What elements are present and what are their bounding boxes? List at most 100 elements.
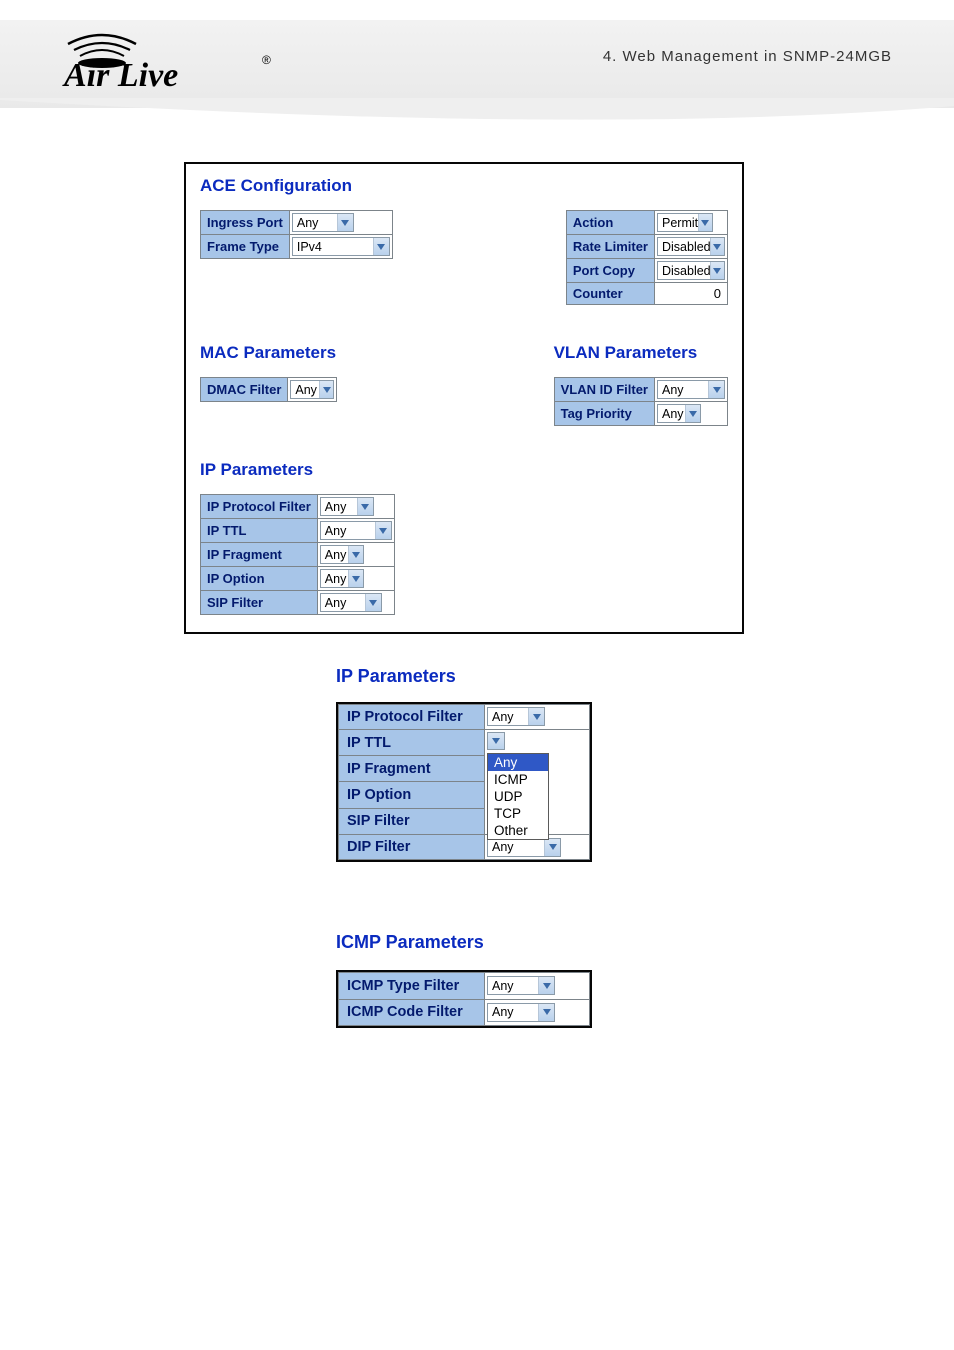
page-header-label: 4. Web Management in SNMP-24MGB	[603, 48, 892, 65]
vlan-params-table: VLAN ID Filter Any Tag Priority Any	[554, 377, 728, 426]
ip-option-value: Any	[321, 572, 348, 586]
rate-limiter-label: Rate Limiter	[566, 235, 654, 259]
vlan-id-filter-label: VLAN ID Filter	[554, 378, 654, 402]
vlan-params-title: VLAN Parameters	[554, 343, 728, 363]
frame-type-label: Frame Type	[201, 235, 290, 259]
svg-text:®: ®	[262, 53, 271, 67]
dropdown-option[interactable]: ICMP	[488, 771, 548, 788]
icmp-params-title: ICMP Parameters	[336, 932, 484, 953]
ace-configuration-panel: ACE Configuration Ingress Port Any Frame…	[184, 162, 744, 634]
header-curve	[0, 98, 954, 138]
svg-text:Air Live: Air Live	[62, 57, 178, 92]
ip-fragment-select[interactable]: Any	[320, 545, 364, 564]
ip-option2-label: IP Option	[339, 782, 485, 808]
ip-option-select[interactable]: Any	[320, 569, 364, 588]
dropdown-option[interactable]: TCP	[488, 805, 548, 822]
dropdown-option[interactable]: Other	[488, 822, 548, 839]
ip-protocol-filter-select[interactable]: Any	[320, 497, 374, 516]
chevron-down-icon	[544, 839, 560, 856]
chevron-down-icon	[487, 732, 505, 750]
chevron-down-icon	[708, 381, 724, 398]
port-copy-value: Disabled	[658, 264, 710, 278]
ip-fragment-label: IP Fragment	[201, 543, 318, 567]
chevron-down-icon	[365, 594, 381, 611]
dropdown-option[interactable]: UDP	[488, 788, 548, 805]
icmp-type-filter-value: Any	[488, 979, 518, 993]
icmp-type-filter-select[interactable]: Any	[487, 976, 555, 995]
dmac-filter-value: Any	[291, 383, 318, 397]
ingress-frame-table: Ingress Port Any Frame Type IPv4	[200, 210, 393, 259]
counter-label: Counter	[566, 283, 654, 305]
counter-value: 0	[655, 283, 728, 305]
icmp-code-filter-select[interactable]: Any	[487, 1003, 555, 1022]
ip-params-table: IP Protocol Filter Any IP TTL Any	[200, 494, 395, 615]
chevron-down-icon	[710, 238, 724, 255]
ip-protocol-dropdown[interactable]: Any ICMP UDP TCP Other	[487, 732, 587, 828]
ip-protocol-filter-value: Any	[321, 500, 351, 514]
chevron-down-icon	[375, 522, 391, 539]
rate-limiter-value: Disabled	[658, 240, 710, 254]
mac-params-table: DMAC Filter Any	[200, 377, 337, 402]
sip-filter-select[interactable]: Any	[320, 593, 382, 612]
ip-fragment-value: Any	[321, 548, 348, 562]
chevron-down-icon	[685, 405, 700, 422]
vlan-id-filter-select[interactable]: Any	[657, 380, 725, 399]
rate-limiter-select[interactable]: Disabled	[657, 237, 725, 256]
action-value: Permit	[658, 216, 698, 230]
ingress-port-value: Any	[293, 216, 323, 230]
chevron-down-icon	[538, 977, 554, 994]
sip-filter-label: SIP Filter	[201, 591, 318, 615]
vlan-id-filter-value: Any	[658, 383, 688, 397]
chevron-down-icon	[348, 546, 363, 563]
tag-priority-select[interactable]: Any	[657, 404, 701, 423]
sip-filter-value: Any	[321, 596, 351, 610]
ip-protocol-filter2-select[interactable]: Any	[487, 707, 545, 726]
ip-ttl2-label: IP TTL	[339, 729, 485, 755]
dip-filter-select[interactable]: Any	[487, 838, 561, 857]
ip-ttl-select[interactable]: Any	[320, 521, 392, 540]
chevron-down-icon	[373, 238, 389, 255]
port-copy-select[interactable]: Disabled	[657, 261, 725, 280]
port-copy-label: Port Copy	[566, 259, 654, 283]
icmp-params-panel: ICMP Type Filter Any ICMP Code Filter An…	[336, 970, 592, 1028]
chevron-down-icon	[698, 214, 712, 231]
ip-protocol-filter2-label: IP Protocol Filter	[339, 705, 485, 730]
ingress-port-label: Ingress Port	[201, 211, 290, 235]
dip-filter-label: DIP Filter	[339, 835, 485, 860]
ace-config-title: ACE Configuration	[200, 176, 728, 196]
icmp-code-filter-label: ICMP Code Filter	[339, 999, 485, 1026]
icmp-type-filter-label: ICMP Type Filter	[339, 973, 485, 1000]
ip-ttl-value: Any	[321, 524, 351, 538]
icmp-params-table: ICMP Type Filter Any ICMP Code Filter An…	[338, 972, 590, 1026]
airlive-logo: Air Live ®	[62, 30, 272, 92]
ip-option-label: IP Option	[201, 567, 318, 591]
sip-filter2-label: SIP Filter	[339, 808, 485, 834]
mac-params-title: MAC Parameters	[200, 343, 337, 363]
chevron-down-icon	[337, 214, 353, 231]
ip-params2-table: IP Protocol Filter Any IP TTL Any ICMP U…	[338, 704, 590, 860]
chevron-down-icon	[348, 570, 363, 587]
ip-fragment2-label: IP Fragment	[339, 756, 485, 782]
action-label: Action	[566, 211, 654, 235]
ingress-port-select[interactable]: Any	[292, 213, 354, 232]
dropdown-option[interactable]: Any	[488, 754, 548, 771]
dmac-filter-label: DMAC Filter	[201, 378, 288, 402]
frame-type-select[interactable]: IPv4	[292, 237, 390, 256]
chevron-down-icon	[357, 498, 373, 515]
ip-params2-title: IP Parameters	[336, 666, 456, 687]
frame-type-value: IPv4	[293, 240, 326, 254]
ip-protocol-filter2-value: Any	[488, 710, 518, 724]
tag-priority-label: Tag Priority	[554, 402, 654, 426]
dmac-filter-select[interactable]: Any	[290, 380, 334, 399]
action-table: Action Permit Rate Limiter Disabled	[566, 210, 728, 305]
tag-priority-value: Any	[658, 407, 685, 421]
chevron-down-icon	[528, 708, 544, 725]
icmp-code-filter-value: Any	[488, 1005, 518, 1019]
chevron-down-icon	[319, 381, 334, 398]
ip-protocol-filter-label: IP Protocol Filter	[201, 495, 318, 519]
ip-ttl-label: IP TTL	[201, 519, 318, 543]
chevron-down-icon	[538, 1004, 554, 1021]
action-select[interactable]: Permit	[657, 213, 713, 232]
chevron-down-icon	[710, 262, 724, 279]
dip-filter-value: Any	[488, 840, 518, 854]
